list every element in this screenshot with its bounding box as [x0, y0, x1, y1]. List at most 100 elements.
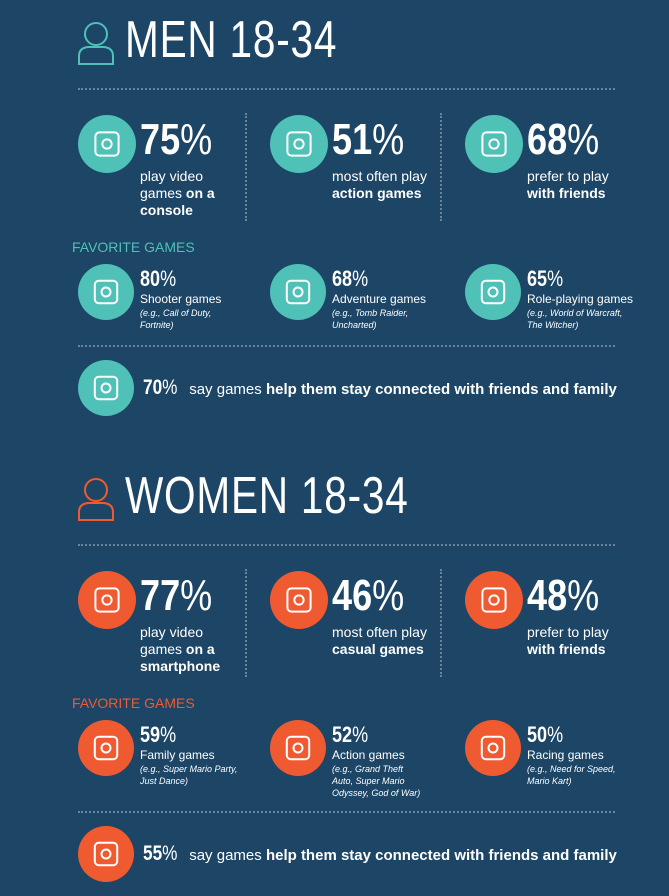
stat-unit: % [180, 571, 213, 620]
stat-number: 68% [527, 118, 599, 162]
icon-circle [465, 115, 523, 173]
stat-text-part: with friends [527, 185, 606, 201]
icon [286, 131, 312, 157]
stat-text-part: most often play [332, 168, 427, 184]
divider [78, 811, 615, 813]
stat-value: 68 [332, 266, 353, 291]
icon [93, 375, 119, 401]
icon-circle [270, 264, 326, 320]
stat-text-part: action games [332, 185, 422, 201]
stat-number: 51% [332, 118, 404, 162]
stat-text-part: prefer to play [527, 624, 609, 640]
stat-value: 77 [140, 571, 181, 620]
divider [245, 113, 247, 221]
favorite-number: 80% [140, 268, 176, 290]
connected-lead: say games [189, 381, 262, 398]
icon [93, 279, 119, 305]
divider [440, 113, 442, 221]
stat-value: 68 [527, 115, 568, 164]
icon-circle [270, 720, 326, 776]
stat-text-part: with friends [527, 641, 606, 657]
stat-unit: % [547, 722, 564, 747]
stat-unit: % [160, 722, 177, 747]
icon-circle [78, 571, 136, 629]
stat-unit: % [567, 115, 600, 164]
stat-value: 52 [332, 722, 353, 747]
stat-text: play video games on a smartphone [140, 624, 238, 675]
connected-strong: help them stay connected with friends an… [265, 381, 617, 398]
favorite-name: Adventure games [332, 292, 427, 306]
divider [78, 544, 615, 546]
stat-unit: % [372, 571, 405, 620]
stat-value: 51 [332, 115, 373, 164]
stat-text-part: play video games [140, 624, 204, 657]
stat-text-part: most often play [332, 624, 427, 640]
icon [94, 587, 120, 613]
stat-text: play video games on a console [140, 168, 238, 219]
stat-number: 48% [527, 574, 599, 618]
stat-value: 50 [527, 722, 548, 747]
stat-value: 65 [527, 266, 548, 291]
divider [440, 569, 442, 677]
icon [480, 735, 506, 761]
stat-text: most often play action games [332, 168, 430, 202]
stat-value: 75 [140, 115, 181, 164]
stat-text: most often play casual games [332, 624, 430, 658]
stat-unit: % [160, 266, 177, 291]
connected-number: 55% [143, 843, 177, 864]
stat-text-part: prefer to play [527, 168, 609, 184]
section-title: MEN 18-34 [125, 11, 338, 69]
stat-text-part: casual games [332, 641, 424, 657]
icon-circle [465, 720, 521, 776]
section-title: WOMEN 18-34 [125, 467, 409, 525]
favorite-example: (e.g., World of Warcraft, The Witcher) [527, 308, 623, 330]
favorite-number: 52% [332, 724, 368, 746]
icon-circle [78, 720, 134, 776]
stat-value: 46 [332, 571, 373, 620]
favorite-name: Racing games [527, 748, 604, 762]
connected-lead: say games [189, 847, 262, 864]
stat-number: 75% [140, 118, 212, 162]
icon [94, 131, 120, 157]
stat-unit: % [547, 266, 564, 291]
favorite-number: 68% [332, 268, 368, 290]
person-icon [78, 478, 114, 521]
icon [285, 279, 311, 305]
stat-value: 55 [143, 842, 163, 865]
icon-circle [78, 115, 136, 173]
connected-strong: help them stay connected with friends an… [265, 847, 617, 864]
icon-circle [465, 571, 523, 629]
icon-circle [78, 264, 134, 320]
icon [93, 841, 119, 867]
divider [245, 569, 247, 677]
stat-number: 77% [140, 574, 212, 618]
stat-number: 46% [332, 574, 404, 618]
favorite-example: (e.g., Grand Theft Auto, Super Mario Ody… [332, 764, 421, 798]
stat-unit: % [162, 842, 178, 865]
favorites-label: FAVORITE GAMES [72, 239, 195, 255]
stat-text: prefer to play with friends [527, 624, 625, 658]
icon [481, 587, 507, 613]
favorites-label: FAVORITE GAMES [72, 695, 195, 711]
connected-text: 55% say games help them stay connected w… [143, 843, 617, 864]
stat-text-part: on a smartphone [140, 641, 221, 674]
favorite-name: Family games [140, 748, 215, 762]
connected-number: 70% [143, 377, 177, 398]
icon [285, 735, 311, 761]
icon [93, 735, 119, 761]
connected-text: 70% say games help them stay connected w… [143, 377, 617, 398]
favorite-name: Shooter games [140, 292, 222, 306]
stat-unit: % [352, 266, 369, 291]
divider [78, 88, 615, 90]
stat-unit: % [372, 115, 405, 164]
stat-text: prefer to play with friends [527, 168, 625, 202]
stat-text-part: on a console [140, 185, 215, 218]
stat-value: 48 [527, 571, 568, 620]
favorite-name: Action games [332, 748, 405, 762]
icon-circle [270, 571, 328, 629]
favorite-number: 59% [140, 724, 176, 746]
stat-unit: % [567, 571, 600, 620]
stat-value: 70 [143, 376, 163, 399]
icon [286, 587, 312, 613]
